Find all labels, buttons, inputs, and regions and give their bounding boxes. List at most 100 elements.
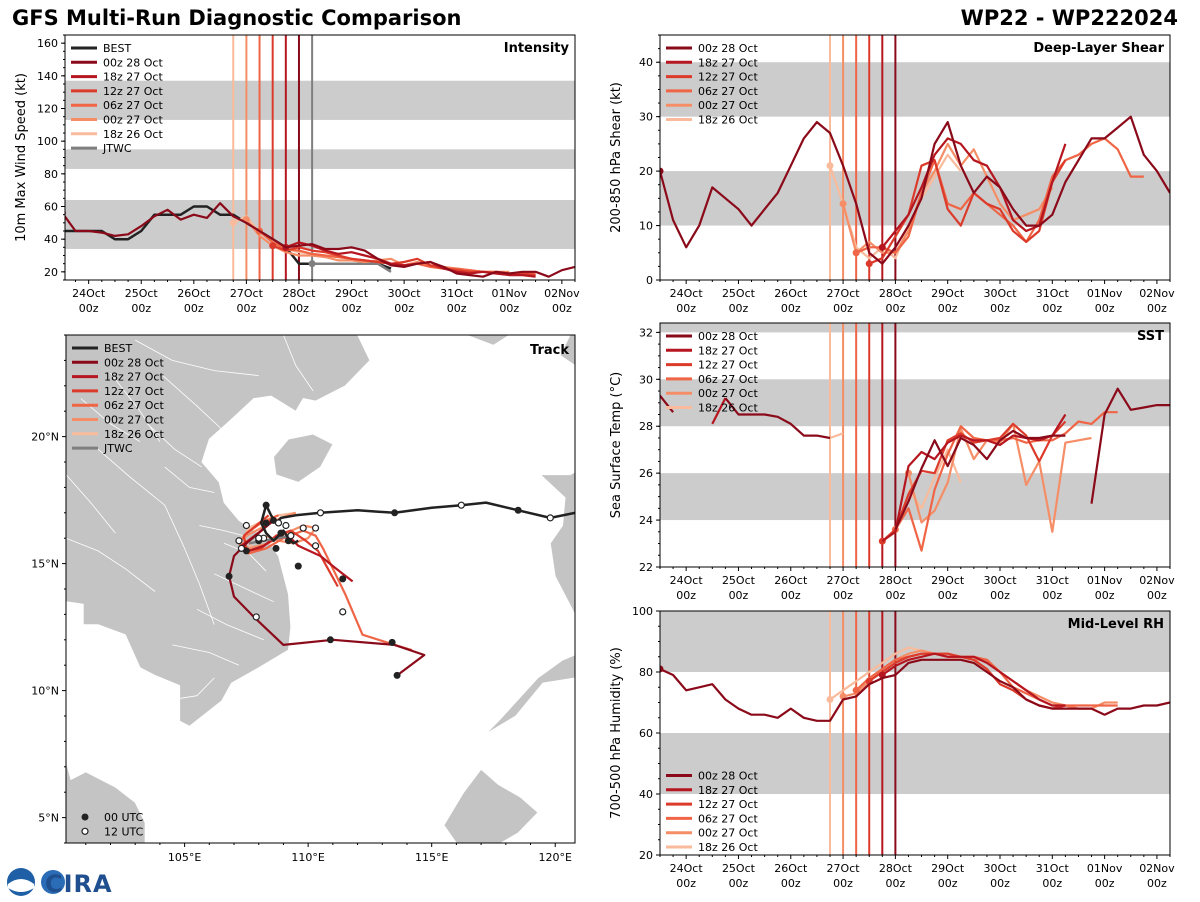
x-tick-label: 00z [938,589,958,602]
x-tick-label: 00z [676,589,696,602]
legend-label: 18z 26 Oct [103,128,163,141]
legend-label: 06z 27 Oct [103,99,163,112]
x-tick-label: 28Oct [879,287,913,300]
legend-label: 06z 27 Oct [698,812,758,825]
series-line [894,429,1066,530]
y-tick-label: 10 [639,220,653,233]
province-border [66,537,156,592]
y-tick-label: 28 [639,420,653,433]
rh-plot-area [660,611,1170,855]
x-tick-label: 26Oct [774,287,808,300]
x-tick-label: 30Oct [983,862,1017,875]
x-tick-label: 00z [676,302,696,315]
marker-00utc [294,562,302,570]
legend-label: 18z 27 Oct [698,344,758,357]
series-line [881,420,1067,543]
legend-label: 12z 27 Oct [104,385,164,398]
x-tick-label: 00z [1042,589,1062,602]
y-tick-label: 22 [639,561,653,574]
land-polygon [559,335,575,366]
marker-00utc [326,636,334,644]
province-border [164,466,215,493]
rh-panel: 20 40 60 80 100 24Oct 00z 25Oct 00z 26Oct 00z 27Oct… [609,605,1175,890]
x-tick-label: 30Oct [983,574,1017,587]
x-tick-label: 00z [184,302,204,315]
y-tick-label: 80 [44,168,58,181]
y-tick-label: 30 [639,373,653,386]
x-tick-label: 00z [833,302,853,315]
x-tick-label: 01Nov [1087,287,1123,300]
x-tick-label: 02Nov [1139,287,1175,300]
x-tick-label: 00z [833,877,853,890]
legend-label: 12z 27 Oct [103,85,163,98]
x-tick-label: 01Nov [1087,862,1123,875]
x-tick-label: 27Oct [230,287,264,300]
land-polygon [465,335,511,346]
x-tick-label: 29Oct [931,287,965,300]
series-line [829,432,844,440]
y-tick-label: 24 [639,514,653,527]
province-border [135,339,259,376]
shear-panel: 0 10 20 30 40 24Oct 00z 25Oct 00z 26Oct 00z 27Oct 00… [609,34,1175,315]
x-tick-label: 00z [1042,302,1062,315]
legend-label: 06z 27 Oct [698,373,758,386]
marker-00utc [388,638,396,646]
x-tick-label: 26Oct [774,574,808,587]
panel-title: Mid-Level RH [1068,617,1164,632]
figure-title: GFS Multi-Run Diagnostic Comparison [12,6,462,30]
legend-label: 12z 27 Oct [698,359,758,372]
x-tick-label: 24Oct [670,574,704,587]
x-tick-label: 31Oct [1036,287,1070,300]
legend-label: 18z 27 Oct [698,784,758,797]
y-tick-label: 20 [639,165,653,178]
marker-00utc [225,572,233,580]
y-tick-label: 40 [639,788,653,801]
x-tick-label: 25Oct [722,574,756,587]
x-tick-label: 25Oct [722,862,756,875]
legend-label: 00z 27 Oct [698,99,758,112]
marker-12utc [242,521,250,530]
x-tick-label: 00z [1042,877,1062,890]
y-tick-label: 100 [37,135,58,148]
y-tick-label: 30 [639,111,653,124]
marker-12utc [282,521,290,530]
y-tick-label: 0 [646,274,653,287]
panel-title: SST [1137,329,1164,344]
marker-12utc [252,613,260,621]
x-tick-label: 29Oct [931,574,965,587]
y-tick-label: 20 [639,849,653,862]
x-tick-label: 26Oct [774,862,808,875]
x-tick-label: 31Oct [1036,574,1070,587]
marker-12utc [457,501,465,509]
y-tick-label: 40 [639,56,653,69]
init-point [852,686,860,694]
marker-12utc [274,519,283,527]
x-tick-label: 00z [131,302,151,315]
land-polygon [66,335,371,727]
x-tick-label: 29Oct [931,862,965,875]
province-border [172,644,240,666]
land-polygon [66,761,146,843]
marker-12utc [237,544,246,552]
series-line [855,652,1118,707]
x-tick-label: 24Oct [670,862,704,875]
legend-label: 12 UTC [104,825,144,838]
x-tick-label: 00z [1147,589,1167,602]
legend-label: 00z 27 Oct [698,827,758,840]
marker-00utc [393,671,401,679]
x-tick-label: 02Nov [1139,574,1175,587]
x-tick-label: 25Oct [722,287,756,300]
y-axis-label: 700-500 hPa Humidity (%) [609,647,624,819]
marker-00utc [514,506,522,514]
province-border [164,677,215,702]
legend-label: BEST [104,342,132,355]
series-line [881,137,1067,248]
x-tick-label: 00z [885,877,905,890]
y-tick-label: 120 [37,103,58,116]
intensity-panel: 20 40 60 80 100 120 140 160 24Oct 00z 25Oct 00z 26Oc… [14,34,580,315]
land-polygon [485,654,575,735]
x-tick-label: 00z [781,589,801,602]
x-tick-label: 00z [938,877,958,890]
